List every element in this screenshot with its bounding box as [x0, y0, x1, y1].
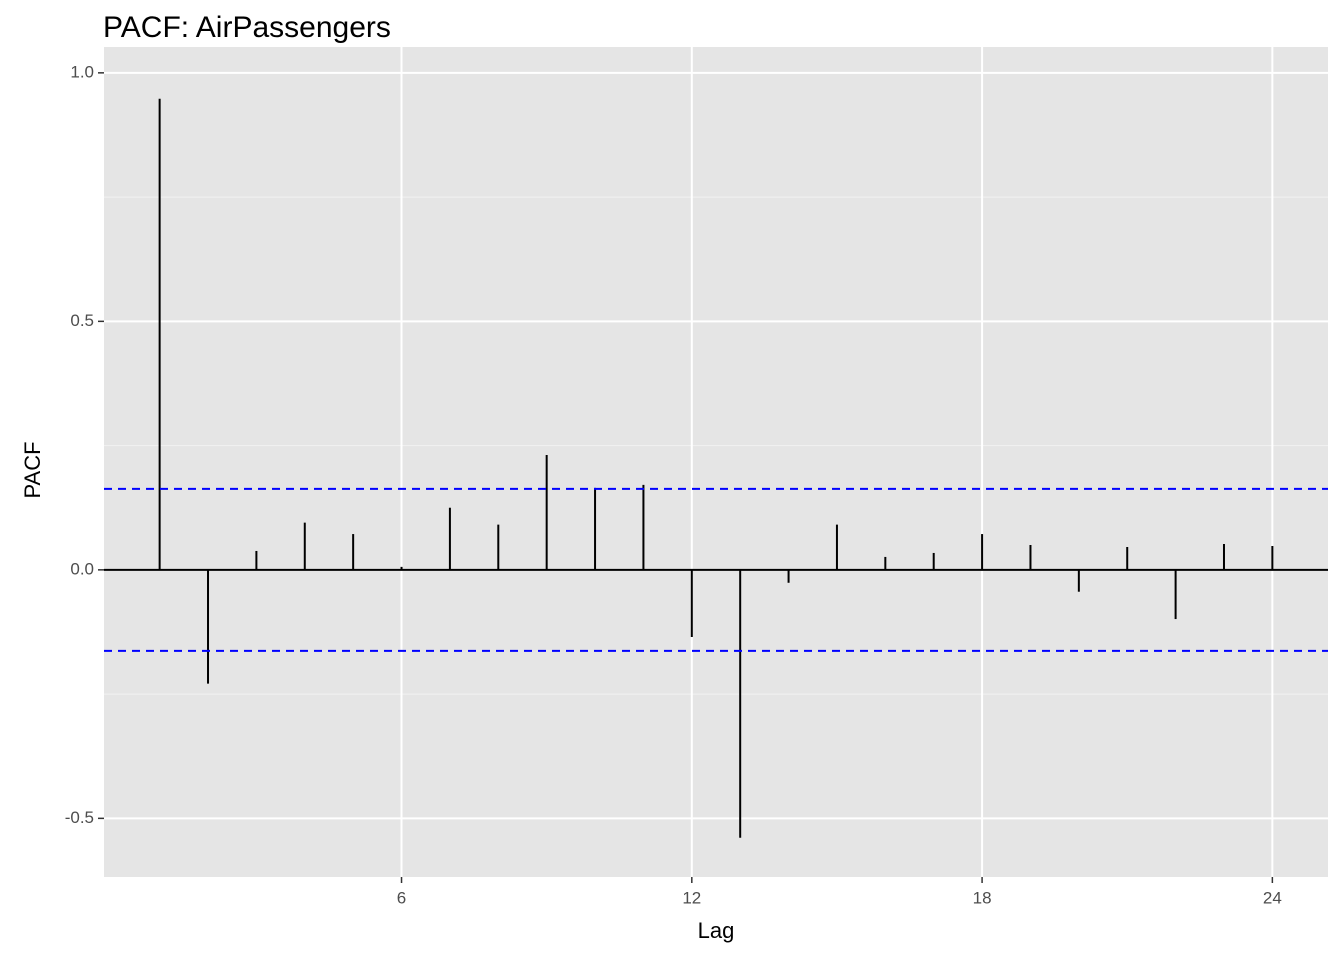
y-tick-label: 1.0 [70, 62, 94, 81]
y-tick-label: 0.5 [70, 311, 94, 330]
y-axis-label: PACF [20, 441, 45, 498]
y-tick-label: -0.5 [65, 808, 94, 827]
panel [104, 47, 1328, 877]
chart-title: PACF: AirPassengers [103, 11, 391, 44]
x-tick-label: 24 [1263, 888, 1282, 907]
y-tick-label: 0.0 [70, 559, 94, 578]
x-tick-label: 18 [973, 888, 992, 907]
x-tick-label: 6 [397, 888, 406, 907]
x-axis-label: Lag [698, 918, 735, 943]
x-tick-label: 12 [682, 888, 701, 907]
